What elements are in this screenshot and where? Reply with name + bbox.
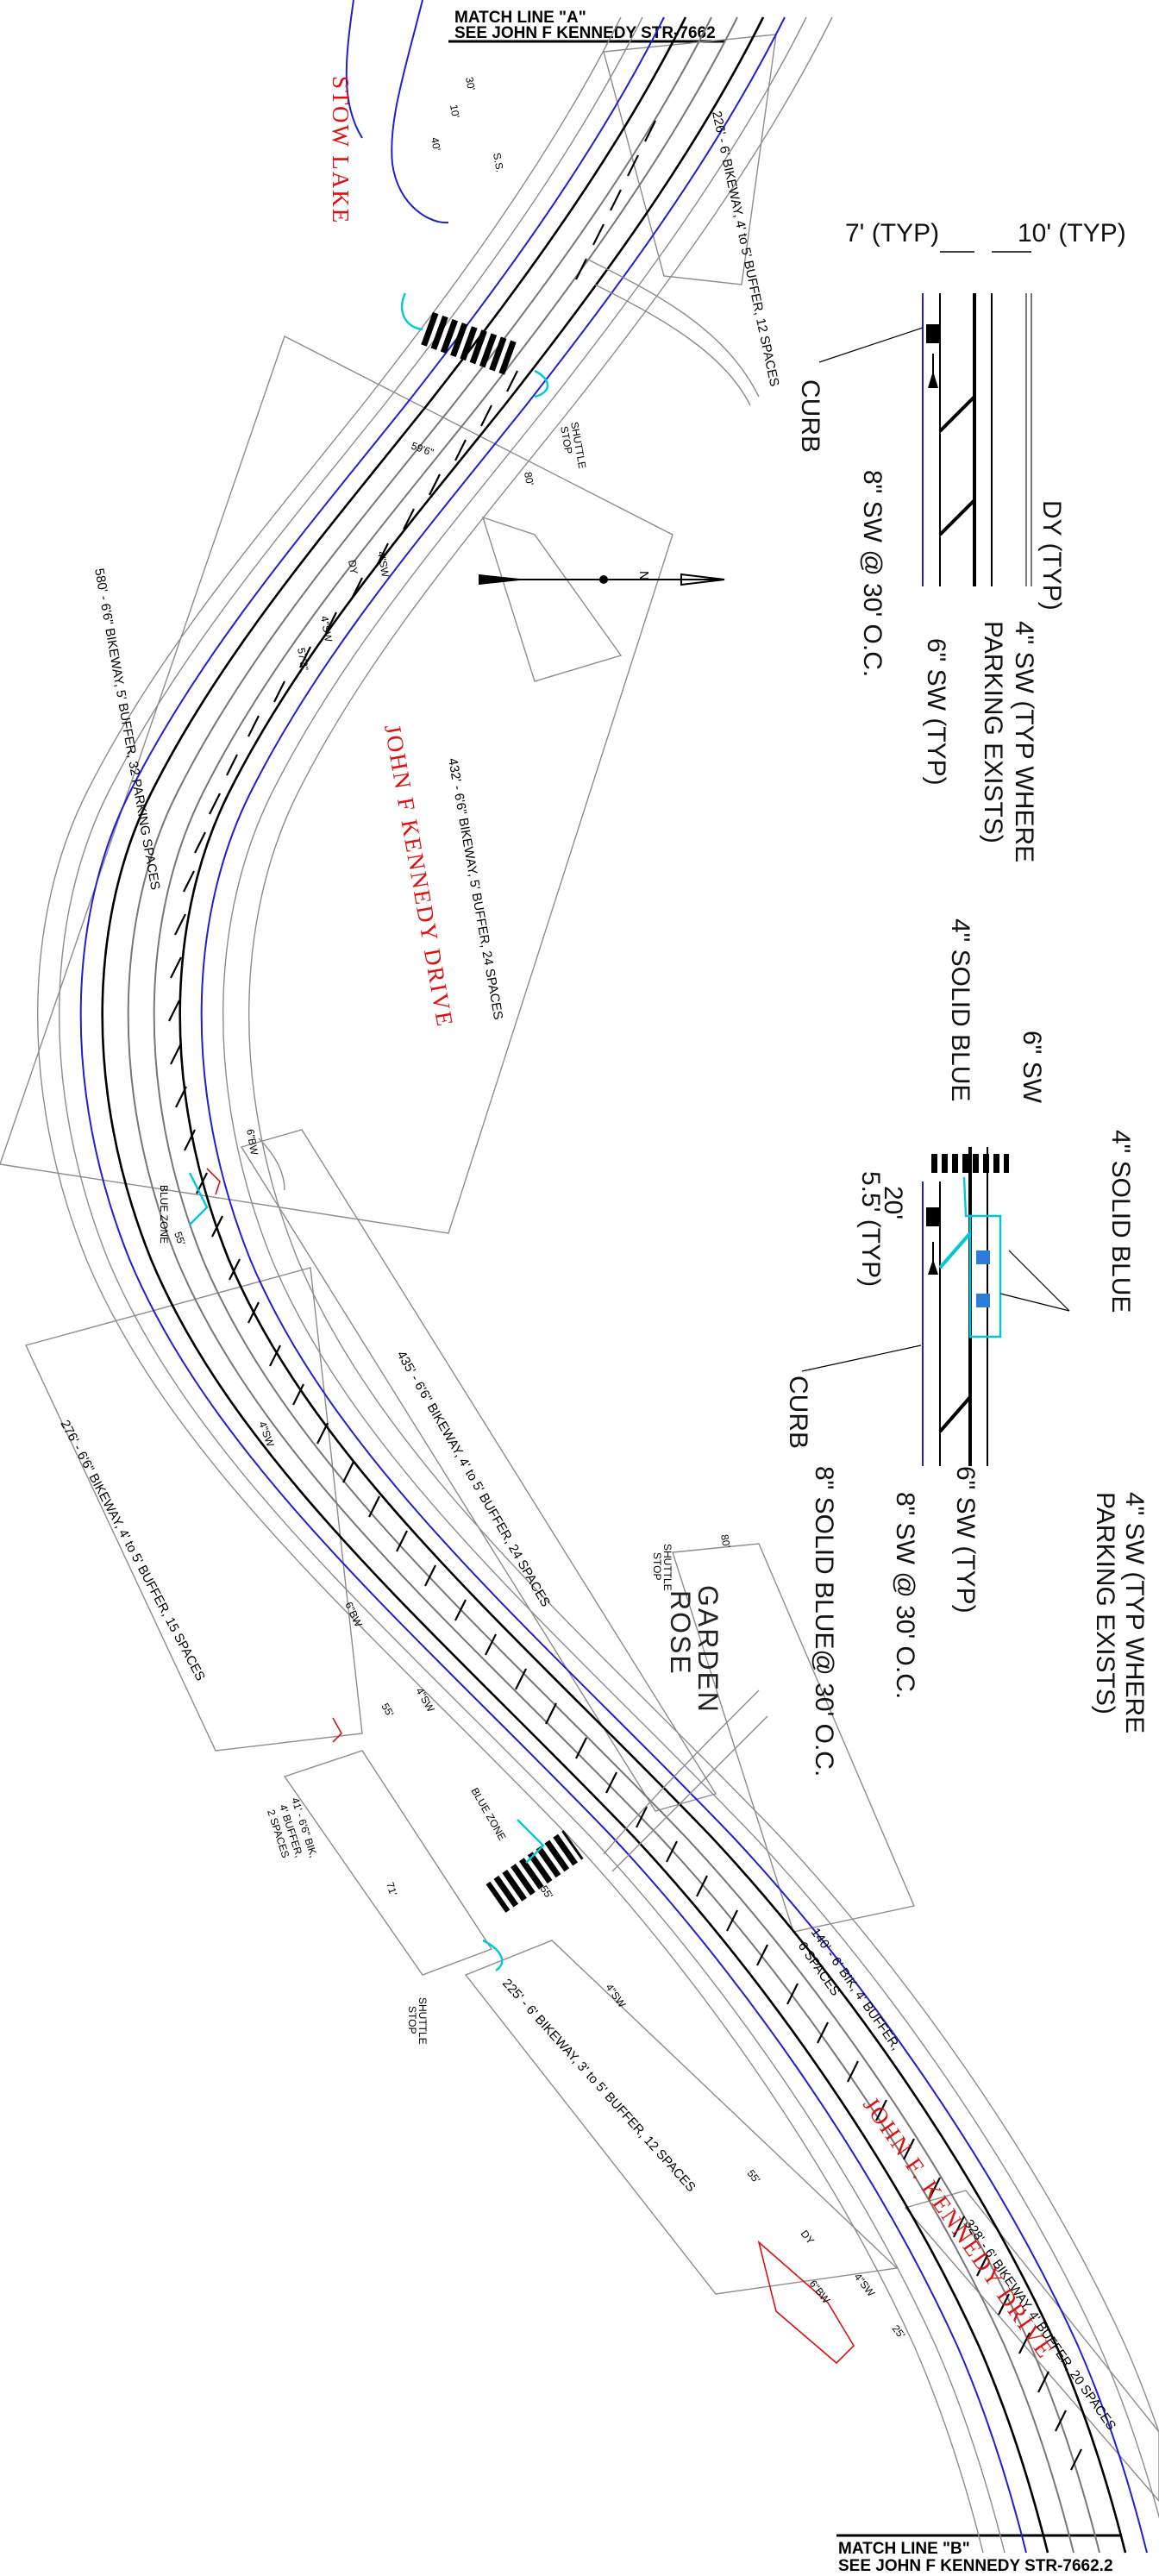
svg-text:10': 10': [448, 103, 462, 119]
svg-text:55': 55': [172, 1230, 188, 1246]
svg-text:8" SW @ 30' O.C.: 8" SW @ 30' O.C.: [891, 1492, 919, 1699]
match-line-a: MATCH LINE "A" SEE JOHN F KENNEDY STR-76…: [448, 9, 724, 43]
svg-text:4" SW (TYP WHERE: 4" SW (TYP WHERE: [1010, 621, 1038, 862]
svg-text:4"SW: 4"SW: [375, 550, 392, 579]
crosswalks: [417, 310, 584, 1913]
svg-text:MATCH LINE "B": MATCH LINE "B": [838, 2540, 970, 2558]
svg-text:6" SW (TYP): 6" SW (TYP): [951, 1466, 980, 1614]
svg-text:40': 40': [429, 136, 443, 152]
svg-text:6"BW: 6"BW: [807, 2278, 833, 2306]
svg-text:55': 55': [379, 1702, 396, 1720]
roadway-lines: [36, 16, 1159, 2554]
svg-text:55': 55': [745, 2167, 763, 2185]
segment-notes: 226' - 6' BIKEWAY, 4' to 5' BUFFER, 12 S…: [57, 110, 1118, 2433]
svg-text:BLUE ZONE: BLUE ZONE: [468, 1786, 508, 1843]
striping-legend-blue-zone: 6" SW 4" SOLID BLUE 4" SOLID BLUE 20' 5.…: [784, 918, 1149, 1777]
svg-text:71': 71': [384, 1881, 399, 1897]
svg-text:JOHN F. KENNEDY DRIVE: JOHN F. KENNEDY DRIVE: [858, 2092, 1059, 2363]
svg-text:4" SW (TYP WHERE: 4" SW (TYP WHERE: [1120, 1492, 1149, 1733]
svg-text:435' - 6'6" BIKEWAY, 4' to 5': 435' - 6'6" BIKEWAY, 4' to 5' BUFFER, 24…: [394, 1349, 554, 1610]
svg-text:STOP: STOP: [558, 425, 574, 454]
svg-text:PARKING EXISTS): PARKING EXISTS): [1091, 1492, 1119, 1714]
svg-text:5.5' (TYP): 5.5' (TYP): [856, 1171, 885, 1287]
svg-text:276' - 6'6" BIKEWAY, 4' to 5': 276' - 6'6" BIKEWAY, 4' to 5' BUFFER, 15…: [57, 1418, 207, 1683]
svg-text:ROSE: ROSE: [665, 1590, 696, 1676]
svg-text:DY: DY: [346, 559, 360, 575]
svg-text:BLUE ZONE: BLUE ZONE: [158, 1185, 170, 1244]
svg-text:432' - 6'6" BIKEWAY, 5' BUFFER: 432' - 6'6" BIKEWAY, 5' BUFFER, 24 SPACE…: [445, 757, 505, 1021]
svg-text:JOHN F KENNEDY DRIVE: JOHN F KENNEDY DRIVE: [379, 723, 458, 1030]
svg-text:4" SOLID BLUE: 4" SOLID BLUE: [946, 918, 974, 1101]
striping-legend-typical: 7' (TYP) 10' (TYP) DY (TYP) 4" SW (TYP W…: [796, 219, 1126, 862]
svg-text:6" SW (TYP): 6" SW (TYP): [922, 638, 950, 786]
svg-text:N: N: [636, 571, 651, 580]
svg-text:4"SW: 4"SW: [604, 1982, 629, 2010]
svg-text:4" SOLID BLUE: 4" SOLID BLUE: [1106, 1130, 1135, 1313]
svg-text:STOW LAKE: STOW LAKE: [328, 76, 354, 224]
north-arrow: N: [479, 571, 725, 586]
parking-stall-ticks: [168, 120, 1082, 2471]
svg-text:59'6": 59'6": [410, 440, 435, 459]
svg-text:4"SW: 4"SW: [852, 2271, 878, 2299]
svg-text:SHUTTLE: SHUTTLE: [417, 1997, 429, 2045]
match-line-b: MATCH LINE "B" SEE JOHN F KENNEDY STR-76…: [836, 2534, 1121, 2575]
svg-text:57'3": 57'3": [295, 647, 310, 672]
svg-text:7' (TYP): 7' (TYP): [845, 219, 939, 248]
segment-outlines: [0, 34, 1159, 2503]
red-outlines: [206, 1168, 855, 2365]
svg-text:DY (TYP): DY (TYP): [1037, 500, 1066, 611]
side-roads: [258, 258, 768, 1872]
svg-text:328' - 6' BIKEWAY, 4' BUFFER,: 328' - 6' BIKEWAY, 4' BUFFER, 20 SPACES: [962, 2217, 1119, 2434]
svg-text:4"SW: 4"SW: [318, 615, 335, 643]
svg-text:225' - 6' BIKEWAY, 3' to 5' BU: 225' - 6' BIKEWAY, 3' to 5' BUFFER, 12 S…: [499, 1976, 699, 2195]
svg-text:SEE JOHN F KENNEDY STR-7662: SEE JOHN F KENNEDY STR-7662: [454, 24, 716, 42]
svg-text:8" SOLID BLUE@ 30' O.C.: 8" SOLID BLUE@ 30' O.C.: [810, 1466, 838, 1777]
svg-text:6"BW: 6"BW: [244, 1128, 260, 1156]
svg-text:STOP: STOP: [406, 2006, 418, 2034]
svg-text:80': 80': [522, 471, 536, 486]
stow-lake-shore: STOW LAKE: [328, 0, 449, 224]
blue-zones: [188, 292, 549, 1971]
svg-text:6" SW: 6" SW: [1018, 1031, 1046, 1104]
svg-text:8" SW @ 30' O.C.: 8" SW @ 30' O.C.: [858, 470, 886, 677]
svg-text:SHUTTLE: SHUTTLE: [661, 1544, 673, 1591]
svg-text:30': 30': [463, 76, 478, 91]
svg-text:CURB: CURB: [784, 1376, 812, 1449]
svg-text:GARDEN: GARDEN: [692, 1585, 724, 1714]
svg-text:S.S.: S.S.: [491, 152, 506, 173]
svg-text:20': 20': [879, 1186, 907, 1219]
svg-text:PARKING EXISTS): PARKING EXISTS): [979, 621, 1007, 843]
svg-text:SEE JOHN F KENNEDY STR-7662.2: SEE JOHN F KENNEDY STR-7662.2: [838, 2557, 1113, 2575]
rose-garden-label: ROSE GARDEN: [665, 1585, 724, 1714]
svg-text:DY: DY: [799, 2228, 817, 2247]
svg-text:CURB: CURB: [796, 379, 824, 453]
svg-text:80': 80': [718, 1533, 733, 1549]
svg-text:580' - 6'6" BIKEWAY, 5' BUFFER: 580' - 6'6" BIKEWAY, 5' BUFFER, 32 PARKI…: [91, 567, 162, 891]
svg-text:226' - 6' BIKEWAY, 4' to 5' BU: 226' - 6' BIKEWAY, 4' to 5' BUFFER, 12 S…: [709, 110, 781, 387]
svg-text:MATCH LINE "A": MATCH LINE "A": [454, 9, 586, 27]
svg-text:STOP: STOP: [651, 1552, 663, 1580]
svg-text:10' (TYP): 10' (TYP): [1018, 219, 1126, 248]
